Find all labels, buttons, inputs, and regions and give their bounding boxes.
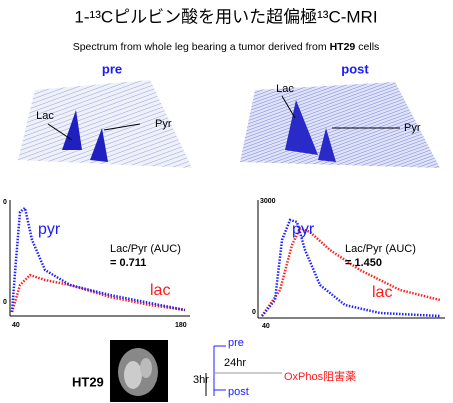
- lac-label: Lac: [276, 83, 294, 95]
- pyr-label: Pyr: [404, 122, 421, 134]
- lac-label: lac: [372, 284, 392, 301]
- y-tick-label: 0: [252, 309, 256, 316]
- treatment: OxPhos阻害薬: [284, 369, 356, 383]
- timeline-end: post: [228, 386, 249, 398]
- ratio-label: Lac/Pyr (AUC): [110, 243, 181, 255]
- timeline-duration: 3hr: [193, 374, 209, 386]
- subtitle-suffix: cells: [358, 41, 379, 53]
- cell-line: HT29: [72, 374, 104, 389]
- y-tick-label: 0: [3, 199, 7, 206]
- x-tick-label: 40: [262, 323, 270, 330]
- subtitle-text: Spectrum from whole leg bearing a tumor …: [73, 41, 327, 53]
- ratio-value: = 1.450: [345, 257, 382, 269]
- subtitle-cell-line: HT29: [330, 41, 356, 53]
- lac-label: lac: [150, 282, 170, 299]
- ratio-label: Lac/Pyr (AUC): [345, 243, 416, 255]
- timeline-interval: 24hr: [224, 357, 246, 369]
- y-tick-label: 3000: [260, 198, 276, 205]
- ratio-value: = 0.711: [110, 257, 146, 269]
- title: 1-¹³Cピルビン酸を用いた超偏極¹³C-MRI: [74, 7, 377, 26]
- pyr-label: pyr: [292, 221, 315, 238]
- pyr-label: pyr: [38, 221, 61, 238]
- x-tick-label: 40: [12, 322, 20, 329]
- x-tick-label: 180: [175, 322, 187, 329]
- y-tick-label: 0: [3, 299, 7, 306]
- timeline-start: pre: [228, 337, 244, 349]
- panel-label: pre: [102, 61, 122, 76]
- lac-label: Lac: [36, 110, 54, 122]
- mri-image: [110, 340, 168, 402]
- subtitle: Spectrum from whole leg bearing a tumor …: [73, 41, 380, 53]
- panel-label: post: [341, 61, 369, 76]
- pyr-label: Pyr: [155, 118, 172, 130]
- slide: 1-¹³Cピルビン酸を用いた超偏極¹³C-MRI Spectrum from w…: [0, 0, 453, 403]
